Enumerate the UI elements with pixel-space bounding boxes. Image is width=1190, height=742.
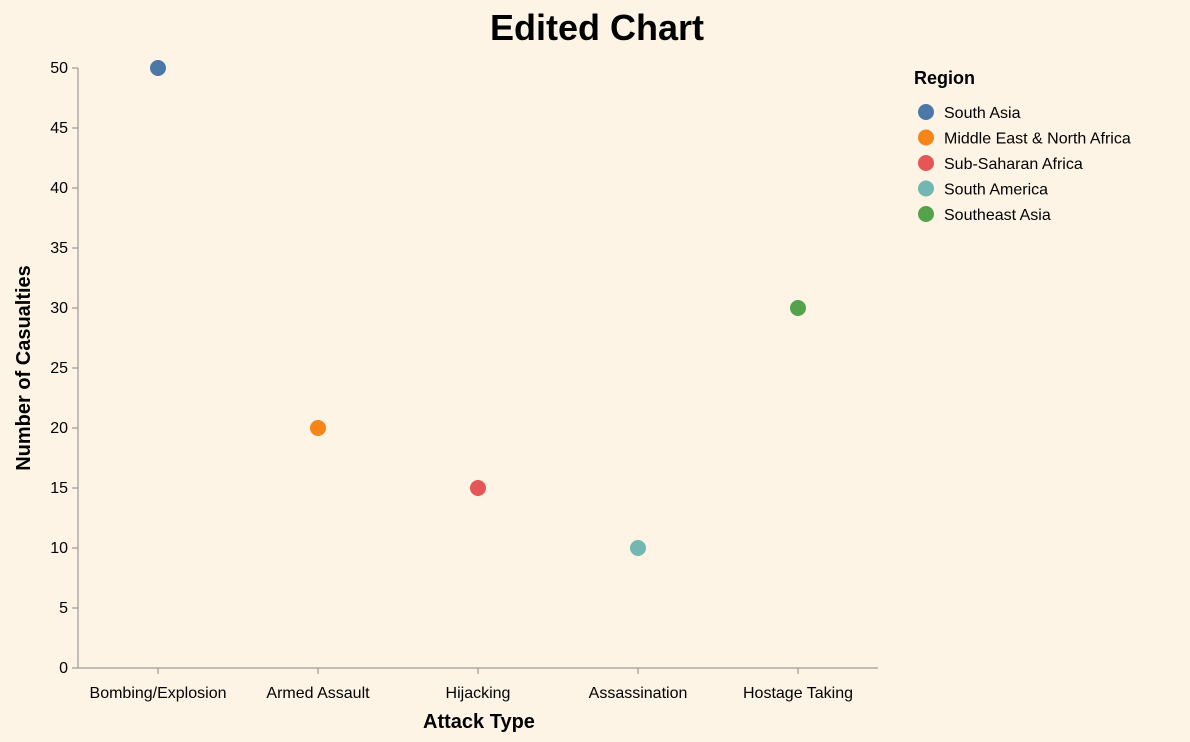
x-tick-label: Bombing/Explosion: [90, 685, 227, 702]
legend-label: South Asia: [944, 105, 1021, 122]
x-tick-label: Armed Assault: [266, 685, 370, 702]
legend-symbol: [918, 129, 934, 146]
chart-title: Edited Chart: [490, 7, 704, 48]
y-tick-label: 50: [50, 60, 68, 77]
data-point: [148, 58, 168, 78]
y-tick-label: 5: [59, 600, 68, 617]
legend-symbol: [918, 104, 934, 120]
legend-label: Southeast Asia: [944, 207, 1051, 224]
y-axis-title: Number of Casualties: [13, 265, 35, 471]
legend-label: Middle East & North Africa: [944, 131, 1131, 148]
y-axis: 0 5 10 15 20 25 30 35 40 45 50: [50, 60, 79, 677]
y-tick-label: 15: [50, 480, 68, 497]
legend-label: South America: [944, 182, 1048, 199]
data-point: [788, 298, 808, 318]
x-axis: Bombing/Explosion Armed Assault Hijacking A…: [78, 667, 878, 702]
y-tick-label: 10: [50, 540, 68, 557]
legend-symbol: [918, 206, 934, 222]
x-tick-label: Hijacking: [446, 685, 511, 702]
legend-symbol: [918, 180, 934, 197]
y-tick-label: 20: [50, 420, 68, 437]
legend-label: Sub-Saharan Africa: [944, 156, 1083, 173]
legend-items: South Asia Middle East & North Africa Sub-…: [918, 104, 1131, 224]
legend-symbol: [918, 155, 934, 171]
data-point: [628, 538, 648, 558]
data-point: [468, 478, 488, 498]
y-tick-label: 40: [50, 180, 68, 197]
y-tick-label: 45: [50, 120, 68, 137]
legend: Region South Asia Middle East & North Afr…: [914, 68, 1131, 224]
y-tick-label: 30: [50, 300, 68, 317]
data-points: [148, 58, 808, 558]
data-point: [308, 418, 328, 438]
y-tick-label: 0: [59, 660, 68, 677]
x-tick-label: Hostage Taking: [743, 685, 853, 702]
y-tick-label: 25: [50, 360, 68, 377]
y-tick-label: 35: [50, 240, 68, 257]
legend-title: Region: [914, 68, 975, 88]
x-tick-label: Assassination: [589, 685, 688, 702]
x-axis-title: Attack Type: [423, 711, 535, 733]
